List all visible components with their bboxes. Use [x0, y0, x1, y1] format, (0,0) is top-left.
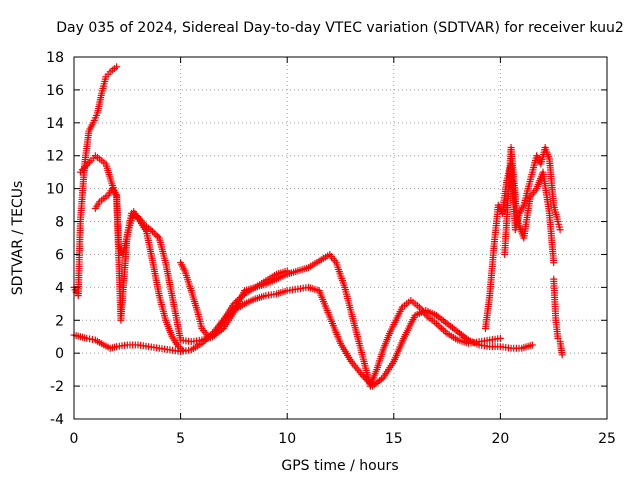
x-tick-label: 0 — [70, 431, 79, 447]
y-tick-label: 14 — [46, 116, 64, 132]
data-point — [440, 326, 448, 334]
y-tick-label: -4 — [50, 412, 64, 428]
data-point — [556, 226, 564, 234]
data-point — [359, 372, 367, 380]
data-point — [528, 341, 536, 349]
data-points — [70, 63, 566, 390]
x-tick-label: 10 — [278, 431, 296, 447]
y-tick-labels: -4 -2 0 2 4 6 8 10 12 14 16 18 — [46, 50, 64, 428]
data-point — [496, 334, 504, 342]
y-tick-label: 8 — [55, 215, 64, 231]
data-point — [148, 227, 156, 235]
y-tick-label: 0 — [55, 346, 64, 362]
data-point — [438, 325, 446, 332]
x-axis-label: GPS time / hours — [281, 458, 398, 474]
y-tick-label: -2 — [50, 379, 64, 395]
plot-frame — [73, 56, 608, 420]
y-axis-label: SDTVAR / TECUs — [10, 181, 26, 296]
x-tick-label: 15 — [385, 431, 403, 447]
y-tick-label: 2 — [55, 313, 64, 329]
data-point — [85, 158, 93, 166]
y-tick-label: 6 — [55, 247, 64, 263]
data-point — [434, 321, 442, 329]
data-point — [179, 346, 187, 354]
series-track-h — [550, 275, 566, 359]
data-point — [436, 323, 444, 331]
axis-ticks — [73, 56, 608, 420]
data-point — [152, 231, 160, 239]
y-tick-label: 18 — [46, 50, 64, 66]
data-point — [113, 63, 121, 71]
x-tick-label: 25 — [598, 431, 616, 447]
series-track-b — [70, 63, 121, 300]
series-track-e — [177, 259, 291, 341]
y-tick-label: 12 — [46, 149, 64, 165]
series-track-a — [70, 283, 536, 390]
data-point — [154, 232, 162, 240]
x-tick-label: 20 — [491, 431, 509, 447]
data-point — [84, 160, 92, 168]
y-tick-label: 4 — [55, 280, 64, 296]
y-tick-label: 10 — [46, 182, 64, 198]
data-point — [150, 229, 158, 237]
data-point — [550, 259, 558, 267]
data-point — [81, 163, 89, 171]
series-track-d — [91, 185, 187, 354]
x-tick-label: 5 — [176, 431, 185, 447]
data-point — [558, 351, 566, 359]
chart-title: Day 035 of 2024, Sidereal Day-to-day VTE… — [56, 20, 624, 36]
series-track-g — [501, 144, 558, 267]
y-tick-label: 16 — [46, 83, 64, 99]
data-point — [82, 162, 90, 170]
series-track-f — [481, 144, 564, 332]
x-tick-labels: 0 5 10 15 20 25 — [70, 431, 616, 447]
data-point — [283, 267, 291, 275]
